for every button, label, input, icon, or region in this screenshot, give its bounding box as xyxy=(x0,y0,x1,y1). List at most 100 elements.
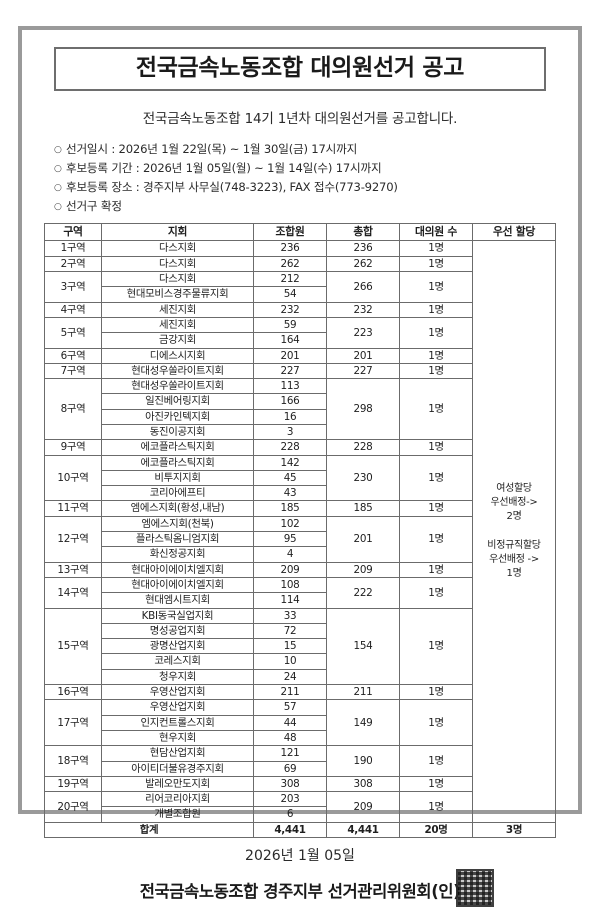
table-row: 개별조합원 6 xyxy=(45,806,556,823)
cell-member-count: 33 xyxy=(253,607,327,624)
cell-zone-total: 266 xyxy=(326,271,400,303)
cell-delegate-count: 1명 xyxy=(399,255,473,273)
cell-branch-name: 현대아이에이치엘지회 xyxy=(101,576,254,594)
bullet-marker-icon: ○ xyxy=(54,201,62,212)
cell-zone: 19구역 xyxy=(44,775,102,793)
bullet-item-registration-place: ○ 후보등록 장소 : 경주지부 사무실(748-3223), FAX 접수(77… xyxy=(54,178,578,197)
table-row: 19구역 발레오만도지회 308 308 1명 xyxy=(44,775,556,793)
cell-delegate-count: 1명 xyxy=(399,301,473,318)
cell-zone-total: 308 xyxy=(326,775,400,793)
table-row: 4구역 세진지회 232 232 1명 xyxy=(44,301,556,318)
cell-branch-name: 현대아이에이치엘지회 xyxy=(101,561,254,578)
cell-member-count: 24 xyxy=(253,668,327,686)
cell-branch-name: 아진카인텍지회 xyxy=(101,408,254,425)
cell-zone-total: 190 xyxy=(326,745,400,777)
cell-total-members: 4,441 xyxy=(253,821,327,839)
col-header-total: 총합 xyxy=(326,223,400,242)
cell-delegate-count: 1명 xyxy=(399,684,473,701)
cell-zone: 20구역 xyxy=(44,791,102,823)
cell-branch-name: 현대성우쏠라이트지회 xyxy=(101,362,254,380)
cell-delegate-count: 1명 xyxy=(399,699,473,747)
cell-member-count: 185 xyxy=(253,500,327,517)
table-row: 플라스틱옴니엄지회 95 xyxy=(45,531,556,548)
cell-zone: 17구역 xyxy=(44,699,102,747)
cell-zone-total: 236 xyxy=(326,240,400,257)
cell-member-count: 10 xyxy=(253,653,327,670)
cell-delegate-count: 1명 xyxy=(399,791,473,823)
cell-zone: 7구역 xyxy=(44,362,102,380)
table-header: 구역 지회 조합원 총합 대의원 수 우선 할당 xyxy=(44,223,556,242)
cell-branch-name: KBI동국실업지회 xyxy=(101,607,254,624)
cell-member-count: 166 xyxy=(253,393,327,410)
cell-member-count: 212 xyxy=(253,271,327,288)
allocation-note-line: 비정규직할당 xyxy=(487,539,541,551)
table-row: 금강지회 164 xyxy=(45,332,556,349)
cell-zone: 18구역 xyxy=(44,745,102,777)
cell-zone: 14구역 xyxy=(44,576,102,609)
allocation-note-line: 우선배정 -> xyxy=(489,553,539,565)
cell-zone-total: 262 xyxy=(326,255,400,273)
cell-branch-name: 코리아에프티 xyxy=(101,485,254,502)
cell-member-count: 121 xyxy=(253,745,327,762)
cell-branch-name: 현대성우쏠라이트지회 xyxy=(101,378,254,395)
cell-delegate-count: 1명 xyxy=(399,378,473,441)
cell-delegate-count: 1명 xyxy=(399,775,473,793)
cell-member-count: 108 xyxy=(253,576,327,594)
cell-branch-name: 동진이공지회 xyxy=(101,423,254,441)
cell-member-count: 6 xyxy=(253,806,327,823)
col-header-allocation: 우선 할당 xyxy=(472,223,556,242)
cell-branch-name: 우영산업지회 xyxy=(101,699,254,716)
footer-signature: 전국금속노동조합 경주지부 선거관리위원회(인) xyxy=(22,869,578,907)
cell-delegate-count: 1명 xyxy=(399,454,473,502)
cell-zone: 13구역 xyxy=(44,561,102,578)
cell-member-count: 57 xyxy=(253,699,327,716)
table-row: 아이티더불유경주지회 69 xyxy=(45,760,556,777)
table-row: 아진카인텍지회 16 xyxy=(45,408,556,425)
cell-delegate-count: 1명 xyxy=(399,362,473,380)
footer-signature-text: 전국금속노동조합 경주지부 선거관리위원회(인) xyxy=(139,882,461,901)
table-row: 일진베어링지회 166 xyxy=(45,393,556,410)
cell-branch-name: 세진지회 xyxy=(101,301,254,318)
cell-zone-total: 201 xyxy=(326,347,400,364)
cell-member-count: 102 xyxy=(253,515,327,533)
cell-zone: 8구역 xyxy=(44,378,102,441)
cell-member-count: 142 xyxy=(253,454,327,471)
table-row: 20구역 리어코리아지회 203 209 1명 xyxy=(44,791,556,823)
cell-branch-name: 발레오만도지회 xyxy=(101,775,254,793)
bullet-text: 후보등록 기간 : 2026년 1월 05일(월) ~ 1월 14일(수) 17… xyxy=(66,161,382,176)
document-body: 전국금속노동조합 대의원선거 공고 전국금속노동조합 14기 1년차 대의원선거… xyxy=(22,30,578,907)
table-row: 7구역 현대성우쏠라이트지회 227 227 1명 xyxy=(44,362,556,380)
cell-branch-name: 일진베어링지회 xyxy=(101,393,254,410)
cell-member-count: 95 xyxy=(253,531,327,548)
cell-zone: 16구역 xyxy=(44,684,102,701)
cell-zone-total: 298 xyxy=(326,378,400,441)
cell-member-count: 54 xyxy=(253,286,327,303)
allocation-note-line: 1명 xyxy=(506,568,522,580)
cell-member-count: 3 xyxy=(253,423,327,441)
cell-zone: 4구역 xyxy=(44,301,102,318)
cell-delegate-count: 1명 xyxy=(399,576,473,609)
cell-zone: 11구역 xyxy=(44,500,102,517)
bullet-text: 선거구 확정 xyxy=(66,198,122,213)
cell-branch-name: 플라스틱옴니엄지회 xyxy=(101,531,254,548)
cell-branch-name: 현대모비스경주물류지회 xyxy=(101,286,254,303)
bullet-item-election-date: ○ 선거일시 : 2026년 1월 22일(목) ~ 1월 30일(금) 17시까… xyxy=(54,140,578,159)
cell-zone-total: 222 xyxy=(326,576,400,609)
cell-branch-name: 광명산업지회 xyxy=(101,638,254,655)
cell-branch-name: 디에스시지회 xyxy=(101,347,254,364)
cell-zone-total: 227 xyxy=(326,362,400,380)
cell-branch-name: 에코플라스틱지회 xyxy=(101,439,254,456)
cell-zone-total: 201 xyxy=(326,515,400,563)
cell-zone-total: 209 xyxy=(326,791,400,823)
cell-zone-total: 211 xyxy=(326,684,400,701)
cell-zone: 5구역 xyxy=(44,316,102,349)
cell-total-sum: 4,441 xyxy=(326,821,400,839)
cell-branch-name: 청우지회 xyxy=(101,668,254,686)
cell-member-count: 59 xyxy=(253,316,327,334)
district-allocation-table: 구역 지회 조합원 총합 대의원 수 우선 할당 1구역 다스지회 236 236 1명… xyxy=(44,223,556,839)
cell-delegate-count: 1명 xyxy=(399,745,473,777)
page-title: 전국금속노동조합 대의원선거 공고 xyxy=(135,55,465,81)
cell-delegate-count: 1명 xyxy=(399,515,473,563)
cell-member-count: 15 xyxy=(253,638,327,655)
cell-delegate-count: 1명 xyxy=(399,240,473,257)
